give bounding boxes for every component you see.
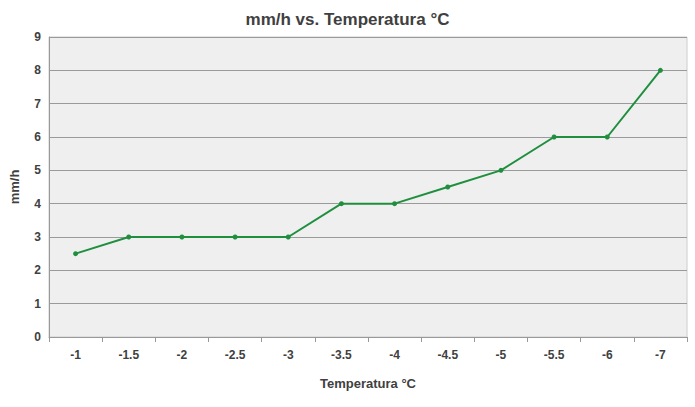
svg-text:-5.5: -5.5	[544, 348, 565, 362]
svg-text:8: 8	[34, 63, 41, 77]
svg-text:-2.5: -2.5	[225, 348, 246, 362]
svg-text:7: 7	[34, 97, 41, 111]
svg-text:-2: -2	[177, 348, 188, 362]
svg-text:-4: -4	[389, 348, 400, 362]
svg-text:3: 3	[34, 230, 41, 244]
svg-text:mm/h vs. Temperatura °C: mm/h vs. Temperatura °C	[246, 10, 450, 29]
svg-text:-4.5: -4.5	[437, 348, 458, 362]
svg-text:4: 4	[34, 197, 41, 211]
svg-text:-1: -1	[70, 348, 81, 362]
svg-text:5: 5	[34, 163, 41, 177]
svg-text:1: 1	[34, 297, 41, 311]
svg-text:-3.5: -3.5	[331, 348, 352, 362]
svg-text:2: 2	[34, 263, 41, 277]
svg-text:0: 0	[34, 330, 41, 344]
svg-text:6: 6	[34, 130, 41, 144]
svg-text:-6: -6	[602, 348, 613, 362]
svg-text:-3: -3	[283, 348, 294, 362]
svg-text:9: 9	[34, 30, 41, 44]
svg-text:-5: -5	[496, 348, 507, 362]
svg-text:-7: -7	[655, 348, 666, 362]
svg-text:Temperatura °C: Temperatura °C	[320, 376, 417, 391]
svg-text:-1.5: -1.5	[118, 348, 139, 362]
svg-text:mm/h: mm/h	[7, 170, 22, 205]
